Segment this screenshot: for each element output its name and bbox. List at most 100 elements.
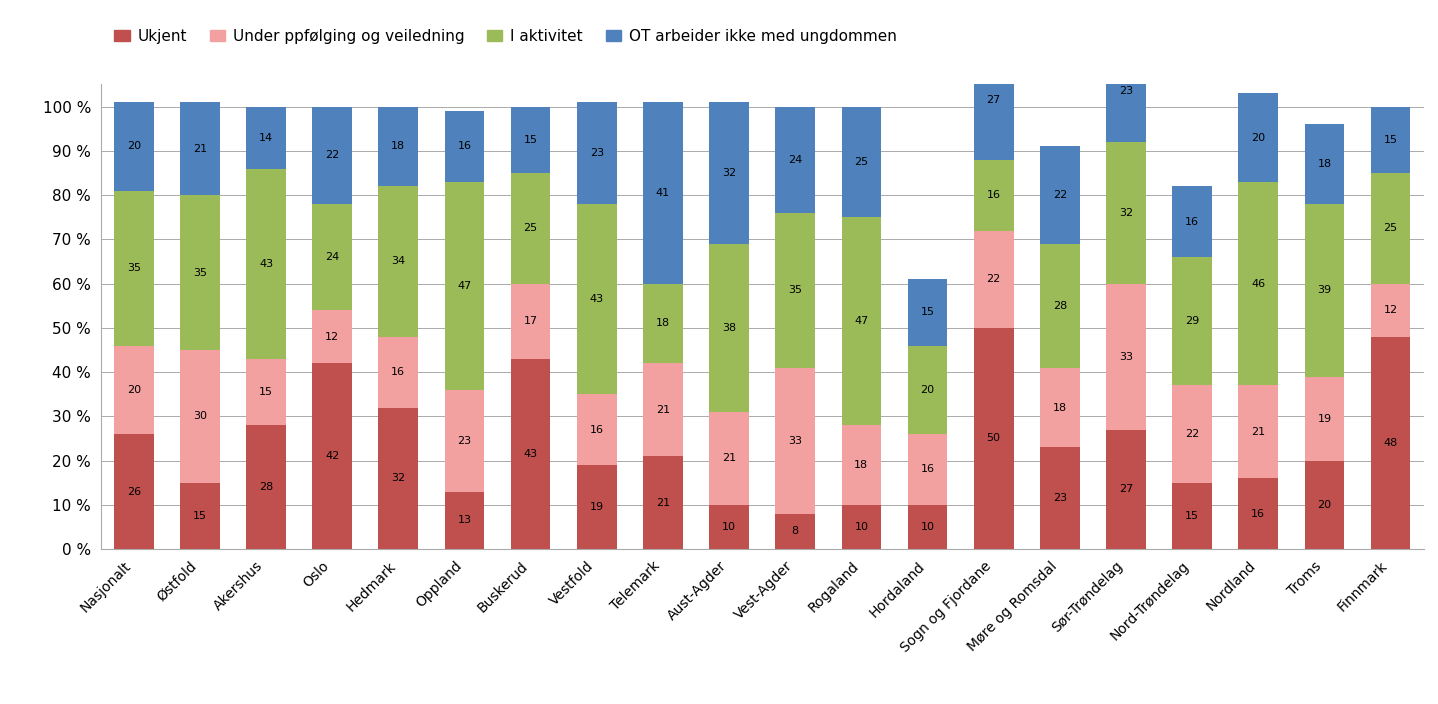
Text: 15: 15 <box>920 308 935 318</box>
Text: 38: 38 <box>722 323 736 333</box>
Bar <box>1370 173 1411 284</box>
Text: 28: 28 <box>1053 301 1067 310</box>
Text: 30: 30 <box>193 411 207 422</box>
Bar <box>709 412 749 505</box>
Text: 32: 32 <box>1119 208 1133 218</box>
Text: 42: 42 <box>325 451 339 461</box>
Bar <box>841 505 881 549</box>
Bar <box>775 106 815 213</box>
Text: 20: 20 <box>127 142 141 151</box>
Text: 35: 35 <box>193 268 207 277</box>
Bar <box>1238 385 1278 478</box>
Text: 8: 8 <box>792 527 798 536</box>
Bar <box>378 337 418 408</box>
Text: 18: 18 <box>1053 403 1067 413</box>
Text: 15: 15 <box>193 511 207 521</box>
Bar <box>246 106 286 168</box>
Bar <box>246 425 286 549</box>
Text: 10: 10 <box>920 522 935 532</box>
Text: 20: 20 <box>127 385 141 395</box>
Bar <box>907 434 948 505</box>
Bar <box>1370 284 1411 337</box>
Text: 43: 43 <box>590 294 604 304</box>
Bar <box>907 279 948 346</box>
Text: 18: 18 <box>1317 159 1332 169</box>
Text: 12: 12 <box>1383 305 1398 315</box>
Text: 19: 19 <box>590 502 604 512</box>
Text: 16: 16 <box>391 367 406 377</box>
Bar <box>974 160 1014 230</box>
Bar <box>1172 257 1212 385</box>
Text: 23: 23 <box>1119 86 1133 96</box>
Bar <box>444 111 485 182</box>
Bar <box>775 367 815 514</box>
Bar <box>577 204 617 394</box>
Text: 13: 13 <box>457 515 472 525</box>
Text: 39: 39 <box>1317 285 1332 295</box>
Bar <box>312 106 352 204</box>
Bar <box>709 102 749 244</box>
Bar <box>378 106 418 187</box>
Text: 21: 21 <box>193 144 207 153</box>
Bar <box>1304 377 1345 460</box>
Text: 15: 15 <box>523 134 538 145</box>
Bar <box>180 195 220 350</box>
Bar <box>577 394 617 465</box>
Text: 19: 19 <box>1317 413 1332 424</box>
Bar <box>444 390 485 491</box>
Bar <box>180 483 220 549</box>
Text: 28: 28 <box>259 482 273 492</box>
Bar <box>180 102 220 195</box>
Bar <box>1238 94 1278 182</box>
Bar <box>1172 187 1212 257</box>
Bar <box>180 350 220 483</box>
Bar <box>1370 106 1411 173</box>
Text: 21: 21 <box>656 498 670 508</box>
Text: 25: 25 <box>854 157 869 167</box>
Bar <box>444 182 485 390</box>
Bar <box>643 456 683 549</box>
Text: 43: 43 <box>259 258 273 269</box>
Text: 41: 41 <box>656 188 670 198</box>
Bar <box>246 359 286 425</box>
Text: 20: 20 <box>920 385 935 395</box>
Text: 10: 10 <box>854 522 869 532</box>
Text: 17: 17 <box>523 316 538 326</box>
Text: 43: 43 <box>523 449 538 459</box>
Bar <box>1106 142 1146 284</box>
Text: 16: 16 <box>590 425 604 434</box>
Text: 32: 32 <box>722 168 736 178</box>
Bar <box>775 213 815 367</box>
Text: 18: 18 <box>854 460 869 470</box>
Text: 15: 15 <box>259 387 273 397</box>
Text: 34: 34 <box>391 256 406 267</box>
Bar <box>510 284 551 359</box>
Bar <box>114 191 154 346</box>
Text: 24: 24 <box>788 155 802 165</box>
Text: 24: 24 <box>325 252 339 262</box>
Bar <box>1304 460 1345 549</box>
Bar <box>114 434 154 549</box>
Text: 23: 23 <box>457 436 472 446</box>
Bar <box>643 363 683 456</box>
Bar <box>643 102 683 284</box>
Bar <box>841 425 881 505</box>
Text: 16: 16 <box>986 190 1001 200</box>
Bar <box>1172 385 1212 483</box>
Text: 25: 25 <box>523 223 538 233</box>
Text: 20: 20 <box>1317 500 1332 510</box>
Text: 46: 46 <box>1251 279 1265 289</box>
Text: 47: 47 <box>854 316 869 326</box>
Bar <box>1238 478 1278 549</box>
Text: 23: 23 <box>1053 494 1067 503</box>
Text: 26: 26 <box>127 486 141 496</box>
Text: 21: 21 <box>1251 427 1265 437</box>
Bar <box>841 218 881 425</box>
Text: 10: 10 <box>722 522 736 532</box>
Bar <box>114 102 154 191</box>
Text: 15: 15 <box>1383 134 1398 145</box>
Text: 21: 21 <box>722 453 736 463</box>
Text: 33: 33 <box>788 436 802 446</box>
Text: 48: 48 <box>1383 438 1398 448</box>
Bar <box>775 514 815 549</box>
